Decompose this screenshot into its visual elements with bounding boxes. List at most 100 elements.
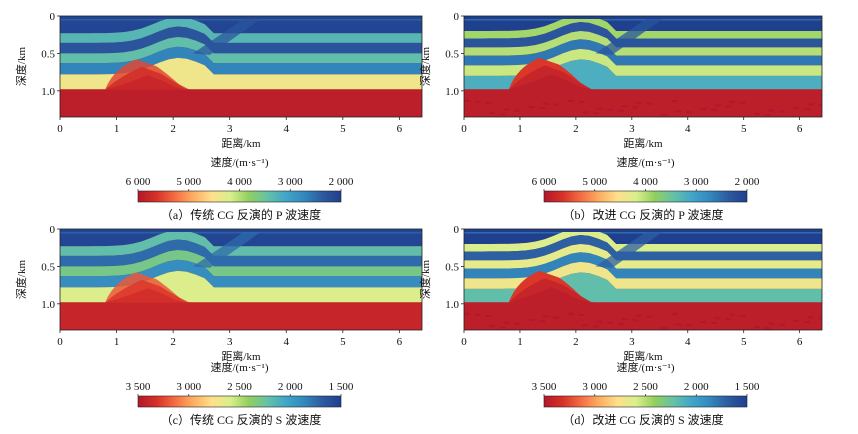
fault-band xyxy=(192,18,261,55)
plot-frame xyxy=(59,15,423,118)
layer-band xyxy=(60,239,422,267)
noise-speck xyxy=(553,103,560,106)
noise-speck xyxy=(617,109,624,112)
x-tick-label: 4 xyxy=(284,336,290,348)
colorbar-tick-label: 4 000 xyxy=(633,176,658,188)
x-tick-label: 3 xyxy=(629,336,635,348)
noise-speck xyxy=(528,106,535,109)
colorbar-bar xyxy=(543,190,748,203)
noise-speck xyxy=(804,321,811,324)
y-axis-label: 深度/km xyxy=(418,260,432,300)
colorbar-tick-label: 2 000 xyxy=(329,176,354,188)
colorbar-bar xyxy=(137,395,342,408)
noise-speck xyxy=(474,313,481,316)
noise-speck xyxy=(646,102,653,105)
noise-speck xyxy=(764,114,771,117)
layer-band xyxy=(464,48,822,76)
noise-speck xyxy=(646,315,653,318)
noise-speck xyxy=(542,315,549,318)
x-tick-label: 2 xyxy=(573,336,579,348)
noise-speck xyxy=(739,101,746,104)
colorbar-tick-label: 3 500 xyxy=(532,381,557,393)
fault-wedge xyxy=(105,75,194,90)
colorbar-label: 速度/(m·s⁻¹) xyxy=(211,360,269,374)
velocity-field xyxy=(60,16,422,117)
noise-speck xyxy=(793,319,800,322)
layer-band xyxy=(464,261,822,289)
noise-speck xyxy=(714,104,721,107)
noise-speck xyxy=(464,99,470,102)
x-tick-label: 6 xyxy=(797,336,803,348)
x-tick-label: 0 xyxy=(57,336,63,348)
noise-speck xyxy=(464,312,470,315)
noise-speck xyxy=(768,109,775,112)
colorbar-tick-label: 2 500 xyxy=(633,381,658,393)
colorbar-tick-label: 6 000 xyxy=(532,176,557,188)
colorbar-tick-label: 2 000 xyxy=(735,176,760,188)
noise-speck xyxy=(793,106,800,109)
deep-layer xyxy=(60,302,422,330)
noise-speck xyxy=(578,313,585,316)
y-tick-label: 0 xyxy=(454,224,460,236)
noise-speck xyxy=(607,108,614,111)
x-tick-label: 3 xyxy=(227,336,233,348)
layer-band xyxy=(464,16,822,39)
noise-speck xyxy=(728,100,735,103)
y-tick-label: 1.0 xyxy=(445,299,459,311)
colorbar-tick-label: 2 000 xyxy=(278,381,303,393)
y-tick-label: 0.5 xyxy=(41,48,55,60)
y-tick-label: 0.5 xyxy=(41,261,55,273)
panel-caption: （d）改进 CG 反演的 S 波速度 xyxy=(562,412,723,427)
colorbar-tick-label: 2 000 xyxy=(684,381,709,393)
noise-speck xyxy=(514,322,521,325)
top-band xyxy=(60,16,422,19)
x-tick-label: 1 xyxy=(114,123,120,135)
colorbar-tick-label: 4 000 xyxy=(227,176,252,188)
layer-band xyxy=(464,30,822,56)
plot-frame xyxy=(463,15,823,118)
deep-layer xyxy=(464,89,822,117)
colorbar-tick-label: 1 500 xyxy=(735,381,760,393)
noise-speck xyxy=(617,322,624,325)
fault-band xyxy=(595,18,663,55)
x-axis-label: 距离/km xyxy=(221,349,261,363)
x-tick-label: 2 xyxy=(170,336,176,348)
x-tick-label: 3 xyxy=(227,123,233,135)
x-tick-label: 4 xyxy=(685,336,691,348)
colorbar-tick-label: 3 000 xyxy=(582,381,607,393)
panel-caption: （b）改进 CG 反演的 P 波速度 xyxy=(563,207,724,222)
y-tick-label: 1.0 xyxy=(41,86,55,98)
noise-speck xyxy=(499,113,506,116)
fault-wedge xyxy=(508,287,597,303)
x-tick-label: 0 xyxy=(57,123,63,135)
layer-band xyxy=(60,26,422,54)
noise-speck xyxy=(671,313,678,316)
noise-speck xyxy=(578,100,585,103)
noise-speck xyxy=(671,100,678,103)
noise-speck xyxy=(596,320,603,323)
top-band xyxy=(464,16,822,19)
noise-speck xyxy=(553,316,560,319)
colorbar-tick-label: 3 000 xyxy=(684,176,709,188)
y-tick-label: 0 xyxy=(50,224,56,236)
x-tick-label: 5 xyxy=(340,336,346,348)
x-tick-label: 5 xyxy=(340,123,346,135)
y-tick-label: 0 xyxy=(50,11,56,23)
fault-band xyxy=(595,231,663,268)
layer-band xyxy=(464,252,822,279)
panel-b: 0 1 2 3 4 5 6 0 0.5 1.0 距离/km 深度/km 速度/(m·s⁻¹) 6 000 5… xyxy=(418,11,823,222)
noise-speck xyxy=(489,112,496,115)
noise-speck xyxy=(764,327,771,330)
x-axis-label: 距离/km xyxy=(221,136,261,150)
noise-speck xyxy=(632,319,639,322)
noise-speck xyxy=(567,99,574,102)
layer-band xyxy=(60,16,422,43)
top-band xyxy=(464,229,822,232)
layer-band xyxy=(60,249,422,277)
colorbar-label: 速度/(m·s⁻¹) xyxy=(617,155,675,169)
x-tick-label: 3 xyxy=(629,123,635,135)
noise-speck xyxy=(567,312,574,315)
noise-speck xyxy=(768,322,775,325)
x-tick-label: 0 xyxy=(461,123,467,135)
